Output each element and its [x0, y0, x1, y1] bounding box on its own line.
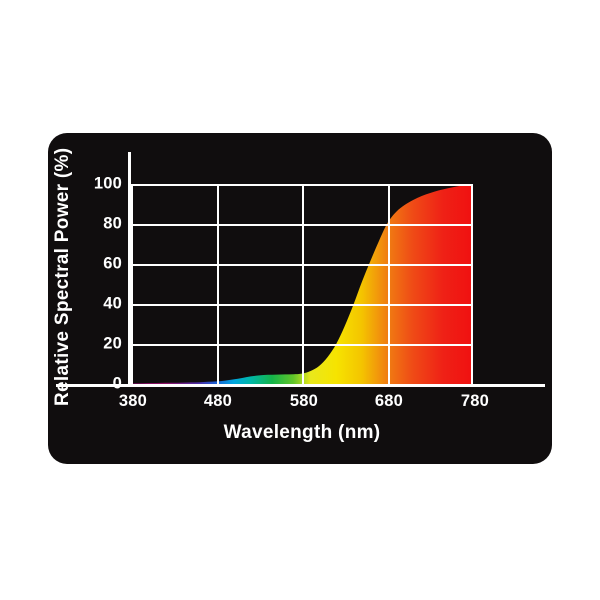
x-axis-title: Wavelength (nm)	[223, 422, 381, 443]
y-tick-labels: 100 80 60 40 20 0	[78, 0, 122, 600]
y-tick-40: 40	[103, 294, 122, 313]
y-tick-80: 80	[103, 214, 122, 233]
y-tick-60: 60	[103, 254, 122, 273]
x-tick-380: 380	[118, 392, 148, 410]
gridline-x-380	[131, 184, 133, 384]
y-axis-title: Relative Spectral Power (%)	[52, 147, 73, 406]
x-tick-780: 780	[460, 392, 490, 410]
y-axis-line	[128, 152, 131, 385]
gridline-x-480	[216, 184, 219, 384]
x-tick-480: 480	[203, 392, 233, 410]
y-tick-20: 20	[103, 334, 122, 353]
x-tick-680: 680	[374, 392, 404, 410]
y-tick-0: 0	[112, 374, 122, 393]
x-tick-580: 580	[289, 392, 319, 410]
y-tick-100: 100	[93, 174, 122, 193]
x-axis-line	[56, 384, 545, 387]
gridline-x-580	[302, 184, 304, 384]
gridline-x-680	[387, 184, 390, 384]
plot-gridlines	[131, 184, 473, 384]
gridline-x-780	[471, 184, 473, 384]
